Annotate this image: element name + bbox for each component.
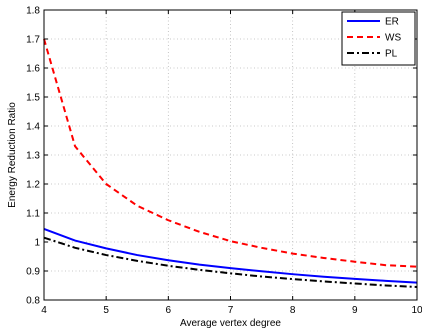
y-tick-label: 0.9 bbox=[26, 267, 40, 278]
x-tick-label: 10 bbox=[411, 305, 422, 316]
grid bbox=[44, 10, 417, 300]
tick-labels: 4 5 6 7 8 9 10 0.8 0.9 1 1.1 1.2 1.3 1.4 1.5 1.6 1.7 1.8 bbox=[26, 6, 422, 317]
x-tick-label: 9 bbox=[352, 305, 358, 316]
y-tick-label: 1 bbox=[34, 238, 40, 249]
series-lines bbox=[43, 38, 418, 288]
y-tick-label: 1.6 bbox=[26, 64, 40, 75]
x-tick-label: 6 bbox=[166, 305, 172, 316]
legend-label-pl: PL bbox=[385, 49, 398, 60]
y-tick-label: 1.7 bbox=[26, 35, 40, 46]
y-tick-label: 1.1 bbox=[26, 209, 40, 220]
x-tick-label: 7 bbox=[228, 305, 234, 316]
axis-ticks bbox=[43, 9, 418, 301]
series-line-er bbox=[43, 228, 418, 284]
legend: ER WS PL bbox=[341, 11, 416, 66]
y-tick-label: 1.4 bbox=[26, 122, 40, 133]
x-tick-label: 4 bbox=[41, 305, 47, 316]
y-tick-label: 1.8 bbox=[26, 6, 40, 17]
y-axis-label: Energy Reduction Ratio bbox=[7, 102, 18, 208]
legend-label-er: ER bbox=[385, 17, 399, 28]
y-tick-label: 1.2 bbox=[26, 180, 40, 191]
x-axis-label: Average vertex degree bbox=[180, 318, 281, 329]
y-tick-label: 0.8 bbox=[26, 296, 40, 307]
x-tick-label: 5 bbox=[103, 305, 109, 316]
legend-label-ws: WS bbox=[385, 33, 401, 44]
y-tick-label: 1.3 bbox=[26, 151, 40, 162]
series-line-pl bbox=[43, 236, 418, 288]
y-tick-label: 1.5 bbox=[26, 93, 40, 104]
series-line-ws bbox=[43, 38, 418, 268]
x-tick-label: 8 bbox=[290, 305, 296, 316]
legend-box bbox=[341, 11, 416, 66]
